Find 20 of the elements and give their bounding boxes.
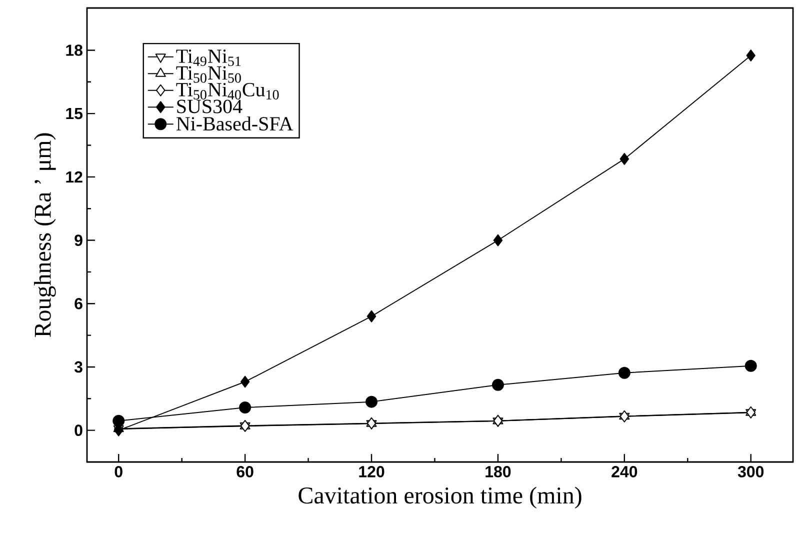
legend-label: SUS304 — [177, 100, 242, 114]
x-tick-label: 0 — [114, 466, 122, 478]
y-tick-label: 6 — [74, 298, 82, 310]
x-axis-title: Cavitation erosion time (min) — [298, 486, 582, 508]
x-tick-label: 60 — [236, 466, 254, 478]
y-tick-label: 9 — [74, 234, 82, 246]
legend-label: Ti$_{49}$Ni$_{51}$ — [176, 50, 241, 66]
y-tick-label: 12 — [66, 171, 82, 183]
legend-label: Ti$_{50}$Ni$_{50}$ — [176, 66, 241, 83]
y-tick-label: 15 — [66, 108, 83, 120]
y-tick-label: 18 — [66, 44, 82, 56]
x-tick-label: 120 — [359, 466, 384, 478]
legend-label: Ni-Based-SFA — [176, 116, 294, 131]
x-tick-label: 300 — [738, 466, 764, 478]
x-tick-label: 180 — [486, 466, 511, 478]
y-axis-title: Roughness (Ra ’ μm) — [34, 133, 56, 338]
y-tick-label: 0 — [74, 424, 82, 436]
y-tick-label: 3 — [74, 361, 82, 373]
legend-label: Ti$_{50}$Ni$_{40}$Cu$_{10}$ — [176, 82, 279, 100]
x-tick-label: 240 — [612, 466, 638, 478]
